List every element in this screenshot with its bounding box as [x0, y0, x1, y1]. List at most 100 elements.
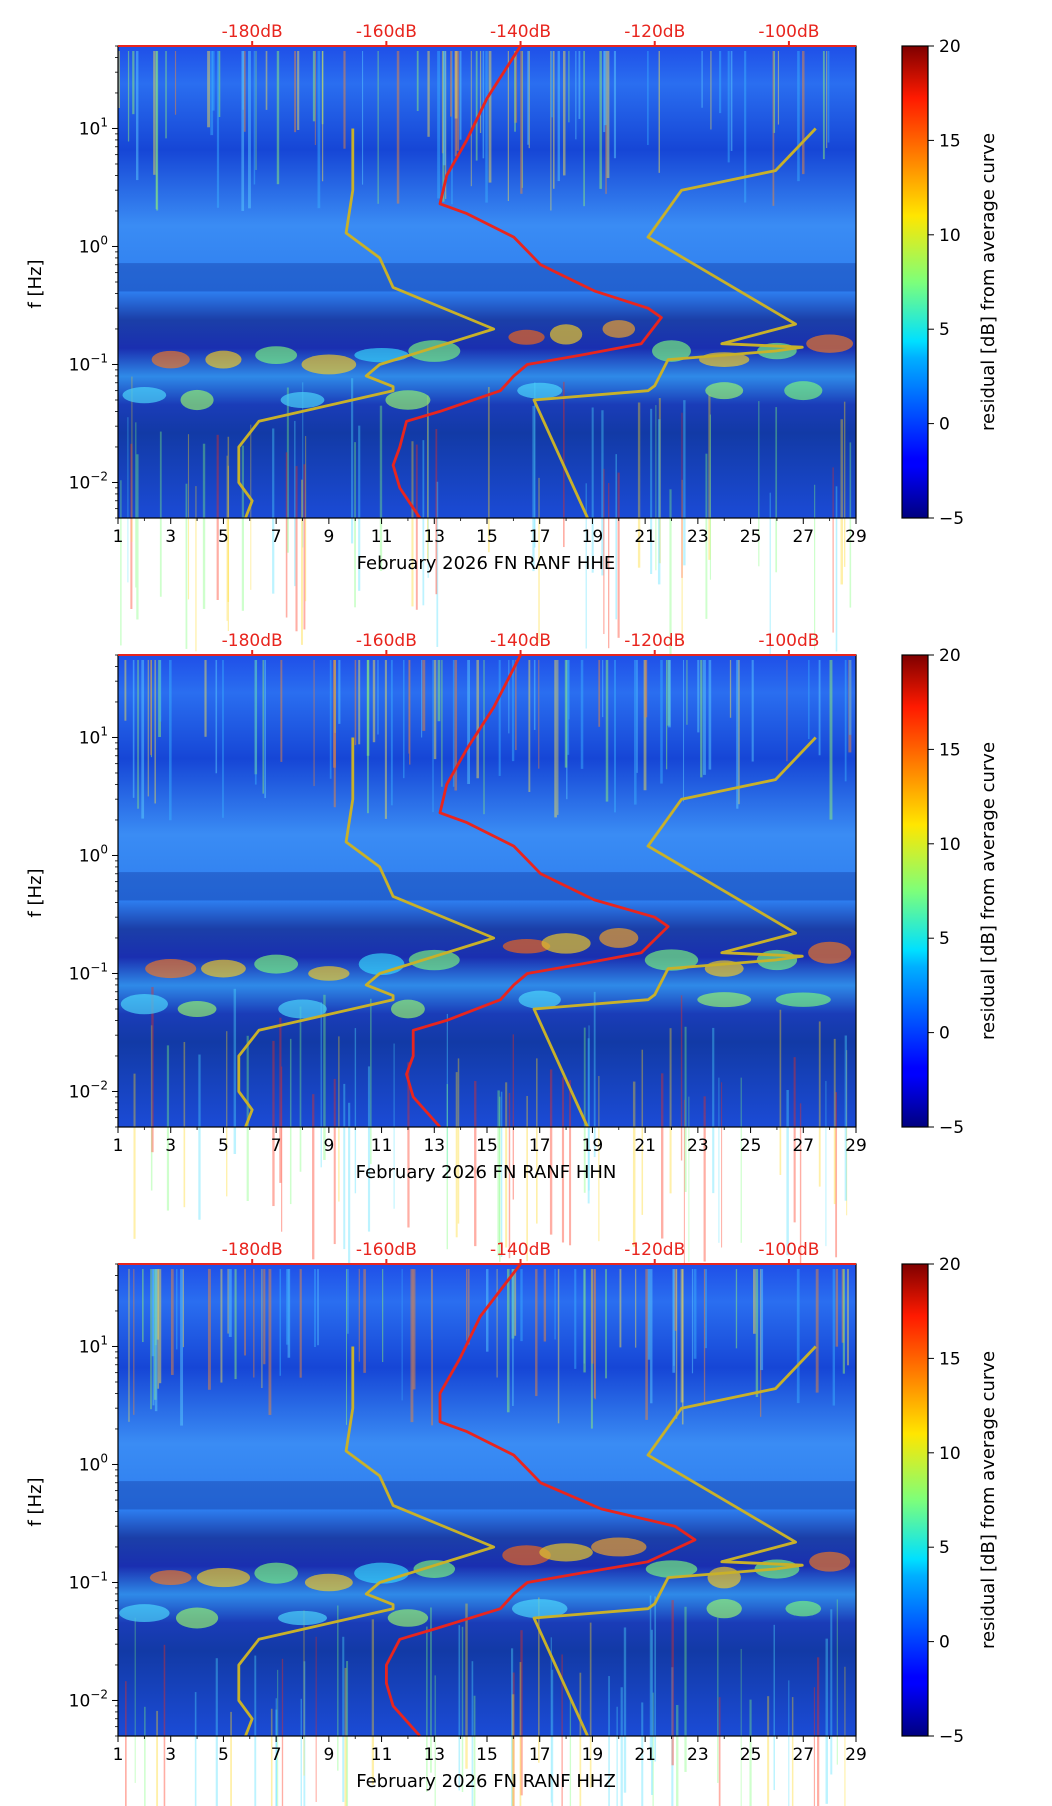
energy-blob	[175, 1607, 219, 1629]
streak	[520, 1269, 523, 1342]
streak	[467, 660, 471, 785]
streak	[688, 1096, 690, 1262]
streak	[575, 51, 577, 140]
spectrogram-panel: 1 3 5 7 9 11 13 15 17 19 21 23 25 27 2910−210−1100101-…	[25, 631, 999, 1269]
streak	[254, 1655, 257, 1806]
streak	[156, 51, 159, 211]
streak	[818, 660, 821, 756]
energy-blob	[707, 1566, 741, 1589]
spectrogram-panel: 1 3 5 7 9 11 13 15 17 19 21 23 25 27 2910−210−1100101-…	[25, 1240, 999, 1806]
streak	[407, 1062, 410, 1228]
streak	[825, 1638, 828, 1804]
streak	[512, 1034, 514, 1200]
streak	[416, 51, 419, 111]
streak	[658, 398, 661, 564]
colorbar	[901, 45, 929, 519]
streak	[382, 1269, 384, 1363]
colorbar-tick-label: 15	[939, 131, 961, 151]
y-tick-label: 10−1	[69, 1569, 108, 1593]
streak	[153, 51, 156, 175]
streak	[680, 1269, 684, 1403]
streak	[538, 477, 540, 644]
streak	[270, 1708, 273, 1806]
streak	[459, 51, 462, 140]
streak	[133, 1073, 136, 1239]
streak	[137, 660, 139, 809]
streak	[643, 660, 647, 791]
streak	[321, 51, 324, 182]
streak	[551, 1669, 554, 1806]
streak	[432, 660, 434, 813]
streak	[255, 51, 257, 170]
streak	[436, 481, 439, 647]
streak	[226, 1031, 228, 1197]
streak	[703, 1269, 706, 1403]
streak	[125, 1681, 127, 1806]
x-tick-label: 3	[165, 1745, 176, 1765]
streak	[632, 1081, 636, 1247]
streak	[333, 660, 336, 808]
streak	[390, 660, 393, 806]
streak	[133, 1269, 135, 1415]
energy-blob	[354, 348, 409, 363]
energy-blob	[196, 1568, 251, 1588]
x-tick-label: 5	[218, 1136, 229, 1156]
streak	[338, 1036, 340, 1202]
streak	[671, 1667, 674, 1806]
streak	[159, 660, 162, 722]
streak	[815, 1269, 819, 1393]
energy-blob	[697, 992, 752, 1008]
x-tick-label: 27	[792, 1745, 814, 1765]
streak	[636, 660, 638, 773]
streak	[151, 986, 154, 1153]
streak	[155, 51, 158, 210]
energy-blob	[201, 959, 246, 978]
energy-blob	[706, 1599, 742, 1619]
streak	[650, 1269, 653, 1404]
streak	[343, 51, 346, 149]
streak	[314, 1269, 316, 1348]
streak	[557, 1269, 560, 1424]
streak	[401, 1269, 403, 1401]
streak	[593, 1269, 596, 1398]
energy-blob	[385, 390, 431, 410]
streak	[294, 420, 296, 587]
streak	[218, 51, 221, 118]
y-tick-label: 10−2	[69, 1078, 108, 1102]
streak	[605, 1269, 607, 1379]
streak	[549, 1069, 553, 1235]
streak	[830, 1609, 833, 1775]
streak	[377, 51, 379, 204]
streak	[354, 1028, 357, 1194]
energy-blob	[517, 382, 563, 399]
streak	[684, 1606, 687, 1772]
streak	[788, 1680, 790, 1806]
streak	[550, 51, 553, 118]
energy-blob	[508, 329, 545, 345]
streak	[712, 1027, 715, 1194]
streak	[253, 1269, 255, 1378]
x-tick-label: 19	[582, 527, 604, 547]
streak	[169, 660, 172, 821]
top-db-label: -100dB	[758, 631, 819, 651]
streak	[759, 1269, 762, 1417]
streak	[410, 1269, 414, 1423]
streak	[422, 660, 426, 731]
streak	[437, 51, 441, 199]
streak	[280, 660, 283, 762]
streak	[561, 1654, 563, 1806]
streak	[158, 660, 161, 738]
energy-blob	[602, 320, 636, 338]
streak	[446, 1084, 449, 1250]
energy-blob	[775, 992, 831, 1007]
streak	[635, 1269, 637, 1348]
energy-blob	[304, 1573, 353, 1592]
x-tick-label: 25	[740, 527, 762, 547]
streak	[583, 51, 585, 207]
energy-blob	[408, 340, 461, 362]
streak	[354, 660, 357, 746]
streak	[321, 51, 324, 125]
streak	[454, 660, 458, 791]
streak	[275, 1698, 277, 1806]
streak	[275, 1709, 278, 1806]
